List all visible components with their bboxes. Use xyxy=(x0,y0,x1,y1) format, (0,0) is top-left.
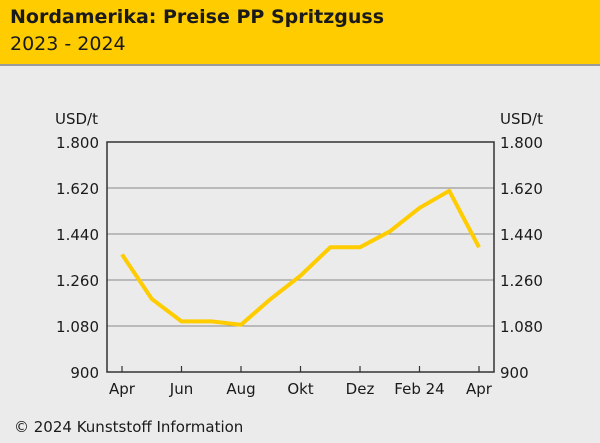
y-tick-label-left: 1.800 xyxy=(56,134,99,152)
header: Nordamerika: Preise PP Spritzguss 2023 -… xyxy=(0,0,600,66)
y-axis-label-right: USD/t xyxy=(500,110,543,128)
chart-title: Nordamerika: Preise PP Spritzguss xyxy=(10,6,385,28)
plot-frame xyxy=(106,141,495,373)
x-tick-label: Aug xyxy=(226,380,255,398)
y-tick-label-left: 900 xyxy=(70,364,99,382)
y-tick-label-left: 1.260 xyxy=(56,272,99,290)
y-tick-label-left: 1.080 xyxy=(56,318,99,336)
y-tick-label-right: 1.800 xyxy=(500,134,543,152)
y-tick-label-right: 1.260 xyxy=(500,272,543,290)
x-tick-label: Dez xyxy=(346,380,375,398)
series-line xyxy=(120,188,481,327)
x-tick-label: Okt xyxy=(287,380,313,398)
y-tick-label-left: 1.440 xyxy=(56,226,99,244)
y-tick-label-right: 1.440 xyxy=(500,226,543,244)
y-tick-label-right: 1.620 xyxy=(500,180,543,198)
y-tick-label-left: 1.620 xyxy=(56,180,99,198)
x-tick-label: Apr xyxy=(109,380,136,398)
chart-subtitle: 2023 - 2024 xyxy=(10,33,126,55)
x-tick-label: Feb 24 xyxy=(394,380,444,398)
copyright: © 2024 Kunststoff Information xyxy=(14,418,244,436)
x-tick-label: Apr xyxy=(466,380,493,398)
x-tick-label: Jun xyxy=(169,380,193,398)
y-tick-label-right: 900 xyxy=(500,364,529,382)
y-axis-label-left: USD/t xyxy=(55,110,98,128)
y-tick-label-right: 1.080 xyxy=(500,318,543,336)
